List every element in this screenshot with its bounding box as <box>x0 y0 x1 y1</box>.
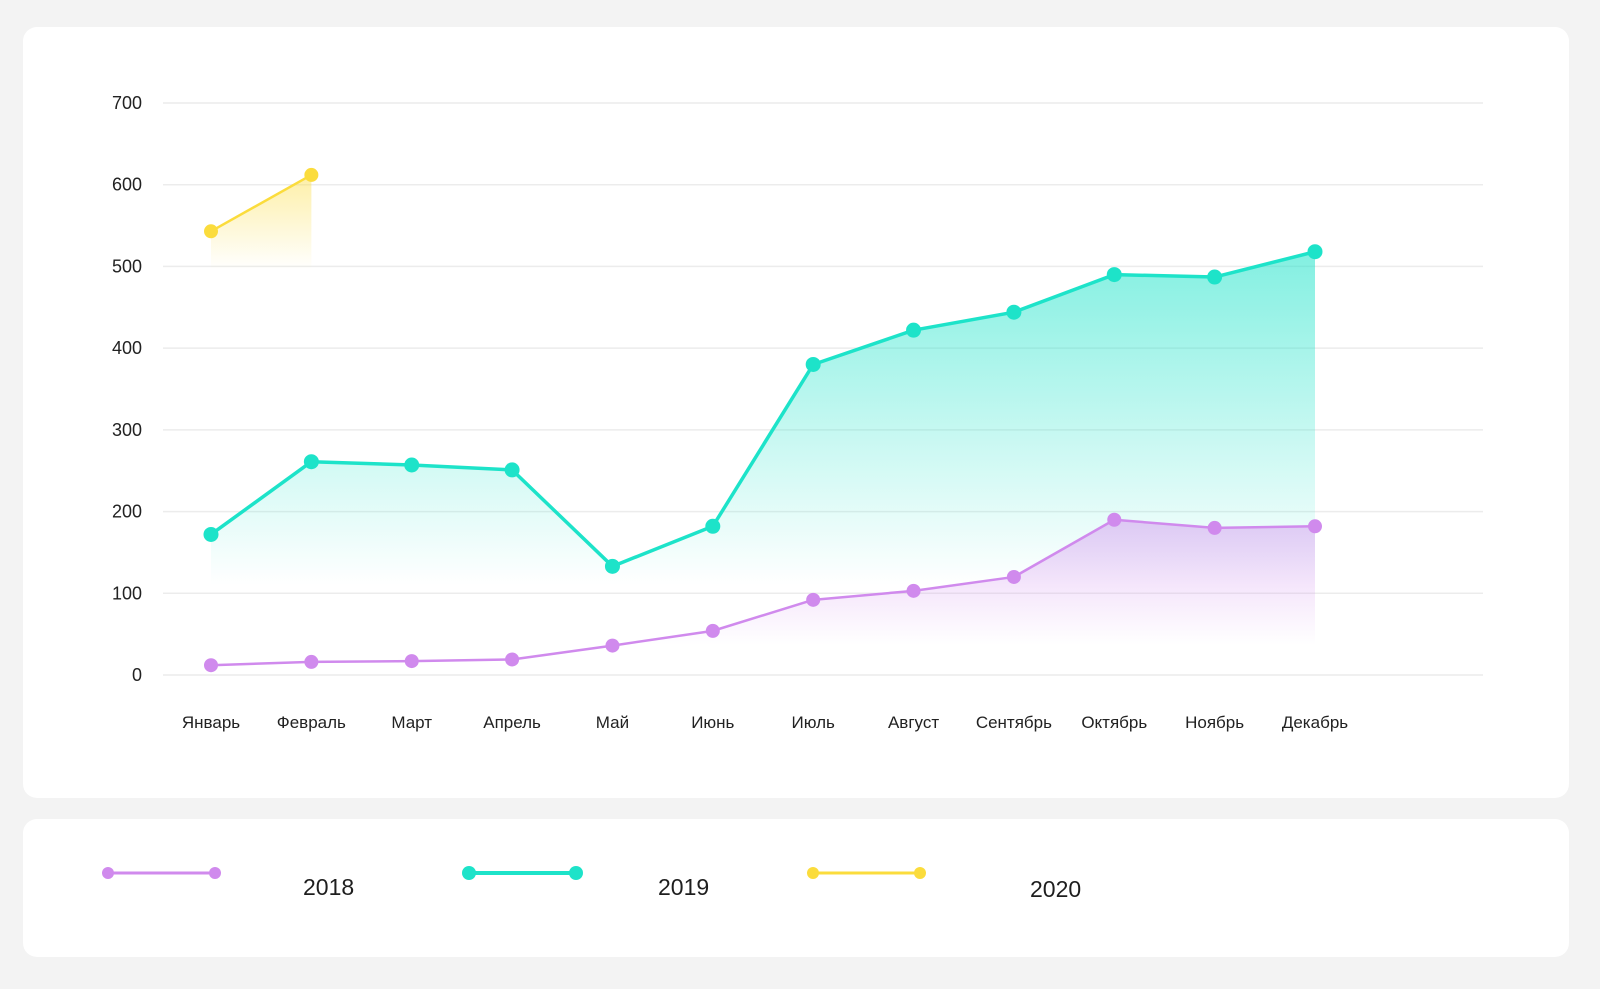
legend-label-2018: 2018 <box>303 874 355 900</box>
data-point-2019[interactable] <box>906 322 922 338</box>
data-point-2019[interactable] <box>303 454 319 470</box>
legend-item-2018[interactable]: 2018 <box>23 819 383 957</box>
data-point-2018[interactable] <box>705 623 720 638</box>
data-point-2019[interactable] <box>705 518 721 534</box>
data-point-2019[interactable] <box>404 457 420 473</box>
legend-item-2019[interactable]: 2019 <box>423 819 763 957</box>
x-tick-label: Ноябрь <box>1185 713 1244 732</box>
area-fill-2018 <box>211 519 1315 666</box>
data-point-2018[interactable] <box>1107 512 1122 527</box>
y-tick-label: 400 <box>112 338 142 358</box>
x-tick-label: Май <box>596 713 629 732</box>
data-points <box>203 167 1323 673</box>
legend-swatch-2020 <box>807 867 926 879</box>
data-point-2018[interactable] <box>304 654 319 669</box>
data-point-2019[interactable] <box>1106 267 1122 283</box>
data-point-2018[interactable] <box>1006 569 1021 584</box>
x-tick-label: Июнь <box>691 713 734 732</box>
legend: 2018 2019 2020 <box>23 819 1569 957</box>
y-tick-label: 300 <box>112 420 142 440</box>
x-tick-label: Декабрь <box>1282 713 1348 732</box>
data-point-2019[interactable] <box>504 462 520 478</box>
legend-swatch-2019 <box>462 866 583 880</box>
area-fill-2020 <box>211 174 312 270</box>
data-point-2020[interactable] <box>204 224 218 239</box>
x-tick-label: Февраль <box>277 713 346 732</box>
y-axis-ticks: 0 100 200 300 400 500 600 700 <box>112 93 142 685</box>
y-tick-label: 600 <box>112 175 142 195</box>
series-line-2018 <box>210 518 1316 667</box>
chart-card: 0 100 200 300 400 500 600 700 Январь Февраль Март… <box>23 27 1569 798</box>
x-axis-ticks: Январь Февраль Март Апрель Май Июнь Июль Август… <box>182 713 1348 732</box>
y-tick-label: 100 <box>112 583 142 603</box>
y-tick-label: 500 <box>112 256 142 276</box>
legend-swatch-2018 <box>102 867 221 879</box>
x-tick-label: Январь <box>182 713 240 732</box>
legend-label-2019: 2019 <box>658 874 710 900</box>
data-point-2018[interactable] <box>605 638 620 653</box>
data-point-2018[interactable] <box>1207 520 1222 535</box>
data-point-2018[interactable] <box>404 654 419 669</box>
data-point-2019[interactable] <box>604 558 620 574</box>
y-tick-label: 200 <box>112 502 142 522</box>
x-tick-label: Июль <box>791 713 835 732</box>
data-point-2018[interactable] <box>204 658 218 673</box>
data-point-2019[interactable] <box>805 356 821 372</box>
y-tick-label: 700 <box>112 93 142 113</box>
series-lines <box>209 173 1316 667</box>
legend-item-2020[interactable]: 2020 <box>773 819 1113 957</box>
x-tick-label: Октябрь <box>1081 713 1147 732</box>
data-point-2018[interactable] <box>1308 519 1322 534</box>
x-tick-label: Март <box>391 713 432 732</box>
area-fill-2019 <box>211 251 1315 585</box>
data-point-2018[interactable] <box>505 652 520 667</box>
data-point-2018[interactable] <box>906 583 921 598</box>
area-fills <box>211 174 1315 666</box>
legend-label-2020: 2020 <box>1030 876 1082 902</box>
line-area-chart: 0 100 200 300 400 500 600 700 Январь Февраль Март… <box>112 93 1483 732</box>
data-point-2020[interactable] <box>304 167 319 182</box>
x-tick-label: Апрель <box>483 713 541 732</box>
data-point-2018[interactable] <box>806 592 821 607</box>
data-point-2019[interactable] <box>203 526 219 542</box>
data-point-2019[interactable] <box>1006 304 1022 320</box>
x-tick-label: Сентябрь <box>976 713 1052 732</box>
series-line-2019 <box>209 250 1316 569</box>
data-point-2019[interactable] <box>1207 269 1223 285</box>
series-line-2020 <box>210 173 312 233</box>
y-tick-label: 0 <box>132 665 142 685</box>
data-point-2019[interactable] <box>1307 244 1323 260</box>
x-tick-label: Август <box>888 713 939 732</box>
